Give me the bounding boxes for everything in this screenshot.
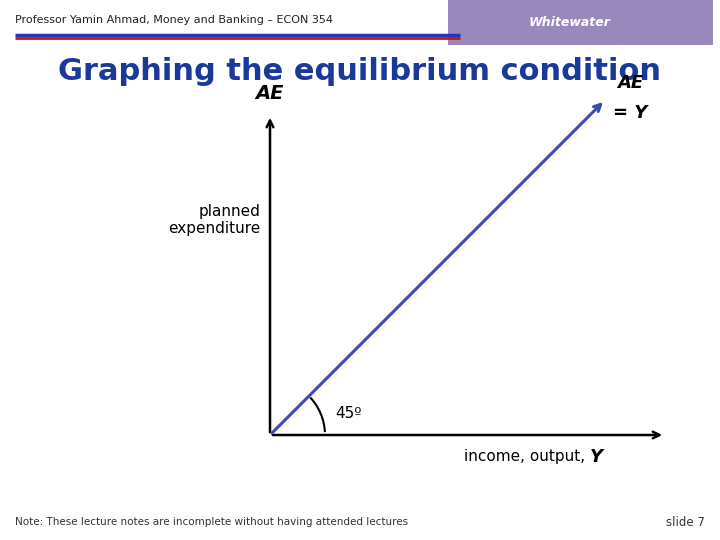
- Text: Whitewater: Whitewater: [529, 16, 611, 29]
- FancyBboxPatch shape: [448, 0, 713, 45]
- Text: = Y: = Y: [613, 104, 647, 122]
- Text: Note: These lecture notes are incomplete without having attended lectures: Note: These lecture notes are incomplete…: [15, 517, 408, 527]
- Text: Y: Y: [590, 448, 603, 466]
- Text: AE: AE: [617, 74, 643, 92]
- Text: income, output,: income, output,: [464, 449, 590, 464]
- Text: AE: AE: [256, 84, 284, 103]
- Text: slide 7: slide 7: [666, 516, 705, 529]
- Text: 45º: 45º: [335, 406, 361, 421]
- Text: Graphing the equilibrium condition: Graphing the equilibrium condition: [58, 57, 662, 86]
- Text: Professor Yamin Ahmad, Money and Banking – ECON 354: Professor Yamin Ahmad, Money and Banking…: [15, 15, 333, 25]
- Text: planned
expenditure: planned expenditure: [168, 204, 260, 236]
